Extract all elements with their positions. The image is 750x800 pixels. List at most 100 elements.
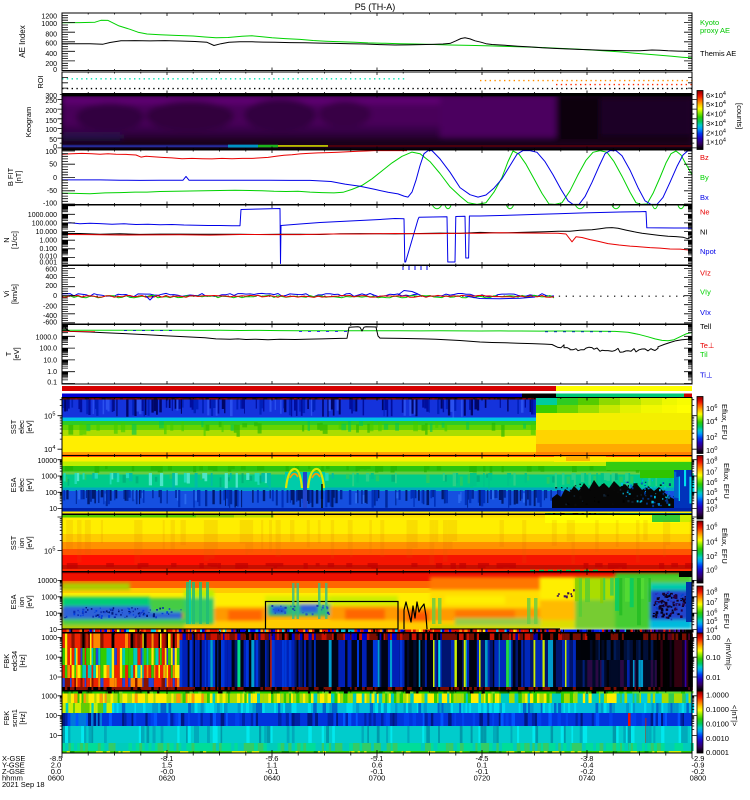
svg-text:proxy AE: proxy AE: [700, 26, 730, 35]
svg-text:1.1: 1.1: [267, 761, 277, 770]
svg-text:106: 106: [706, 404, 717, 413]
svg-text:0.0: 0.0: [51, 767, 61, 776]
svg-text:100: 100: [45, 611, 57, 618]
svg-text:104: 104: [706, 626, 717, 635]
svg-text:600: 600: [45, 266, 57, 273]
svg-text:10.0: 10.0: [43, 357, 57, 364]
svg-text:-0.1: -0.1: [476, 767, 489, 776]
svg-text:ESA: ESA: [9, 477, 18, 492]
svg-text:-600: -600: [43, 319, 57, 326]
svg-text:-5.1: -5.1: [371, 754, 384, 763]
svg-text:105: 105: [706, 617, 717, 626]
svg-text:0.6: 0.6: [372, 761, 382, 770]
svg-text:0.0100: 0.0100: [706, 720, 729, 729]
svg-text:1000: 1000: [41, 474, 57, 481]
svg-text:10: 10: [49, 675, 57, 682]
svg-text:-8.5: -8.5: [50, 754, 63, 763]
svg-text:4×104: 4×104: [706, 110, 726, 119]
svg-text:SST: SST: [9, 535, 18, 550]
svg-text:106: 106: [706, 609, 717, 618]
svg-text:AE Index: AE Index: [18, 25, 27, 57]
svg-text:10.000: 10.000: [36, 229, 58, 236]
svg-text:10: 10: [49, 627, 57, 634]
svg-text:Y-GSE: Y-GSE: [2, 761, 25, 770]
svg-text:100.0: 100.0: [39, 346, 57, 353]
svg-text:1.000: 1.000: [39, 238, 57, 245]
svg-text:0620: 0620: [159, 774, 176, 783]
svg-text:[nT]: [nT]: [14, 171, 23, 184]
svg-text:104: 104: [706, 497, 717, 506]
svg-text:-0.2: -0.2: [581, 767, 594, 776]
svg-text:400: 400: [45, 274, 57, 281]
svg-text:edc34: edc34: [10, 651, 19, 671]
svg-text:0.0001: 0.0001: [706, 748, 729, 757]
svg-text:Bz: Bz: [700, 153, 709, 162]
svg-text:VIy: VIy: [700, 288, 711, 297]
svg-text:200: 200: [45, 61, 57, 68]
svg-text:Vi: Vi: [2, 290, 11, 297]
svg-text:108: 108: [706, 457, 717, 466]
svg-text:N: N: [2, 237, 11, 242]
svg-text:1000.0: 1000.0: [36, 334, 58, 341]
svg-text:105: 105: [706, 488, 717, 497]
svg-text:1.0: 1.0: [47, 369, 57, 376]
svg-text:0.10: 0.10: [706, 653, 721, 662]
svg-text:ion: ion: [17, 538, 26, 548]
svg-text:SST: SST: [9, 419, 18, 434]
svg-text:elec: elec: [17, 478, 26, 492]
svg-text:Eflux, EFU: Eflux, EFU: [722, 593, 731, 629]
svg-text:-200: -200: [43, 303, 57, 310]
svg-text:VIx: VIx: [700, 308, 711, 317]
svg-text:0.1000: 0.1000: [706, 705, 729, 714]
svg-text:0: 0: [53, 293, 57, 300]
svg-text:10000: 10000: [38, 458, 58, 465]
svg-text:150: 150: [45, 118, 57, 125]
svg-text:106: 106: [706, 523, 717, 532]
svg-text:2.0: 2.0: [51, 761, 61, 770]
svg-text:104: 104: [706, 538, 717, 547]
svg-text:[eV]: [eV]: [12, 347, 21, 360]
svg-text:-3.8: -3.8: [581, 754, 594, 763]
svg-text:Keogram: Keogram: [24, 107, 33, 137]
svg-text:ROI: ROI: [36, 75, 45, 88]
svg-text:100: 100: [706, 446, 717, 455]
svg-text:108: 108: [706, 588, 717, 597]
svg-text:107: 107: [706, 598, 717, 607]
svg-text:6×104: 6×104: [706, 91, 726, 100]
svg-text:Eflux, EFU: Eflux, EFU: [720, 404, 729, 440]
svg-text:50: 50: [49, 161, 57, 168]
svg-text:Kyoto: Kyoto: [700, 18, 719, 27]
svg-text:0.100: 0.100: [39, 246, 57, 253]
svg-text:VIz: VIz: [700, 269, 711, 278]
svg-text:0600: 0600: [48, 774, 65, 783]
svg-text:-0.1: -0.1: [266, 767, 279, 776]
svg-text:106: 106: [706, 478, 717, 487]
svg-text:[Hz]: [Hz]: [18, 711, 27, 724]
svg-text:T: T: [4, 351, 13, 356]
svg-text:1.5: 1.5: [162, 761, 172, 770]
svg-text:FBK: FBK: [2, 654, 11, 669]
svg-text:[1/cc]: [1/cc]: [10, 231, 19, 249]
svg-text:Ti⊥: Ti⊥: [700, 371, 713, 380]
svg-text:1200: 1200: [41, 14, 57, 21]
svg-text:0720: 0720: [474, 774, 491, 783]
svg-text:1000.000: 1000.000: [28, 212, 57, 219]
svg-text:103: 103: [706, 505, 717, 514]
svg-text:Te⊥: Te⊥: [700, 341, 715, 350]
svg-text:<|mV/m|>: <|mV/m|>: [724, 638, 733, 671]
svg-text:scm1: scm1: [10, 709, 19, 727]
svg-text:-400: -400: [43, 313, 57, 320]
svg-text:[eV]: [eV]: [25, 420, 34, 433]
svg-text:0: 0: [53, 144, 57, 151]
svg-text:-0.0: -0.0: [161, 767, 174, 776]
svg-text:1000: 1000: [41, 693, 57, 700]
svg-text:<|nT|>: <|nT|>: [730, 705, 739, 727]
svg-text:0.1: 0.1: [47, 379, 57, 386]
svg-text:-0.1: -0.1: [371, 767, 384, 776]
svg-text:1000: 1000: [41, 635, 57, 642]
svg-text:Ne: Ne: [700, 208, 710, 217]
svg-text:Eflux, EFU: Eflux, EFU: [722, 463, 731, 499]
svg-text:10: 10: [49, 733, 57, 740]
svg-text:0.01: 0.01: [706, 673, 721, 682]
svg-text:-4.5: -4.5: [476, 754, 489, 763]
